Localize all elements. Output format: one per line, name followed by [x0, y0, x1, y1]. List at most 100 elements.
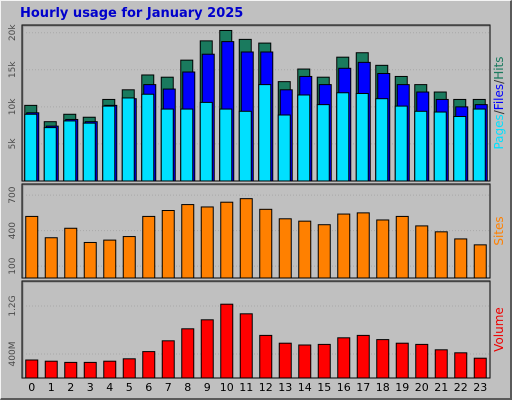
- bar-sites: [200, 206, 214, 279]
- bar-sites: [434, 231, 448, 279]
- x-tick-label: 16: [337, 381, 351, 394]
- bar-pages: [141, 93, 155, 182]
- x-tick-label: 18: [376, 381, 390, 394]
- x-tick-label: 14: [298, 381, 312, 394]
- bar-volume: [376, 339, 390, 379]
- y-tick-label-sites: 700: [8, 186, 18, 203]
- bar-volume: [25, 359, 39, 379]
- bar-sites: [415, 225, 429, 279]
- bar-pages: [414, 110, 428, 182]
- bar-pages: [102, 105, 116, 182]
- x-tick-label: 23: [473, 381, 487, 394]
- bar-sites: [44, 237, 58, 279]
- bar-sites: [337, 213, 351, 279]
- y-tick-label-volume: 400M: [8, 342, 18, 367]
- bar-volume: [317, 343, 331, 379]
- x-tick-label: 4: [106, 381, 113, 394]
- y-tick-label-hits: 20k: [8, 24, 18, 41]
- bar-volume: [83, 361, 97, 379]
- bar-volume: [395, 342, 409, 379]
- bar-sites: [376, 219, 390, 279]
- x-tick-label: 20: [415, 381, 429, 394]
- bar-pages: [433, 111, 447, 182]
- chart-title: Hourly usage for January 2025: [20, 6, 244, 21]
- panel-label-part: Files: [492, 84, 506, 110]
- y-tick-label-sites: 100: [8, 257, 18, 274]
- x-tick-label: 0: [28, 381, 35, 394]
- bar-volume: [142, 351, 156, 379]
- bar-pages: [43, 127, 57, 182]
- bar-pages: [219, 108, 233, 182]
- bar-volume: [434, 349, 448, 379]
- bar-volume: [337, 337, 351, 379]
- x-tick-label: 17: [356, 381, 370, 394]
- bar-sites: [103, 239, 117, 279]
- bar-sites: [454, 238, 468, 279]
- bar-sites: [161, 210, 175, 279]
- panel-label-part: Hits: [492, 56, 506, 79]
- bar-pages: [394, 105, 408, 182]
- bar-sites: [298, 220, 312, 279]
- panel-label-part: /: [492, 79, 506, 84]
- bar-pages: [297, 94, 311, 182]
- x-tick-label: 8: [184, 381, 191, 394]
- bar-pages: [121, 97, 135, 182]
- y-tick-label-hits: 15k: [8, 61, 18, 78]
- bar-pages: [316, 104, 330, 182]
- x-tick-label: 21: [434, 381, 448, 394]
- panel-label-part: /: [492, 109, 506, 114]
- bar-sites: [317, 224, 331, 279]
- bar-sites: [142, 215, 156, 279]
- x-tick-label: 22: [454, 381, 468, 394]
- bar-pages: [472, 108, 486, 182]
- bar-pages: [355, 93, 369, 182]
- bar-volume: [220, 303, 234, 379]
- bar-sites: [473, 244, 487, 279]
- bar-pages: [453, 115, 467, 182]
- bar-volume: [200, 319, 214, 379]
- bar-sites: [181, 204, 195, 279]
- panel-label-hits: Pages/Files/Hits: [492, 56, 506, 149]
- x-tick-label: 2: [67, 381, 74, 394]
- plot-area-volume: [21, 280, 491, 379]
- bar-pages: [180, 108, 194, 182]
- bar-pages: [375, 98, 389, 182]
- x-tick-label: 13: [278, 381, 292, 394]
- bar-sites: [83, 241, 97, 279]
- bar-pages: [336, 92, 350, 182]
- bar-sites: [25, 215, 39, 279]
- bar-volume: [298, 344, 312, 379]
- y-tick-label-volume: 1.2G: [8, 295, 18, 316]
- bar-pages: [199, 101, 213, 182]
- bar-pages: [277, 114, 291, 182]
- x-tick-label: 1: [48, 381, 55, 394]
- bar-volume: [64, 361, 78, 379]
- x-tick-label: 10: [220, 381, 234, 394]
- bar-volume: [356, 334, 370, 379]
- bar-sites: [278, 218, 292, 279]
- plot-area-hits: [21, 24, 491, 182]
- bar-volume: [278, 342, 292, 379]
- bar-pages: [160, 108, 174, 182]
- bar-volume: [239, 313, 253, 379]
- bar-volume: [103, 360, 117, 379]
- bar-sites: [64, 227, 78, 279]
- x-tick-label: 9: [204, 381, 211, 394]
- x-tick-label: 12: [259, 381, 273, 394]
- bar-pages: [63, 120, 77, 182]
- bar-volume: [259, 334, 273, 379]
- bar-sites: [395, 215, 409, 279]
- y-tick-label-hits: 5k: [8, 138, 18, 150]
- plot-area-sites: [21, 183, 491, 279]
- bar-sites: [239, 198, 253, 279]
- x-tick-label: 7: [165, 381, 172, 394]
- bar-sites: [356, 212, 370, 279]
- bar-volume: [415, 343, 429, 379]
- bar-sites: [259, 208, 273, 279]
- x-tick-label: 15: [317, 381, 331, 394]
- bar-volume: [473, 357, 487, 379]
- x-tick-label: 3: [87, 381, 94, 394]
- panel-label-sites: Sites: [492, 216, 506, 245]
- bar-sites: [122, 236, 136, 279]
